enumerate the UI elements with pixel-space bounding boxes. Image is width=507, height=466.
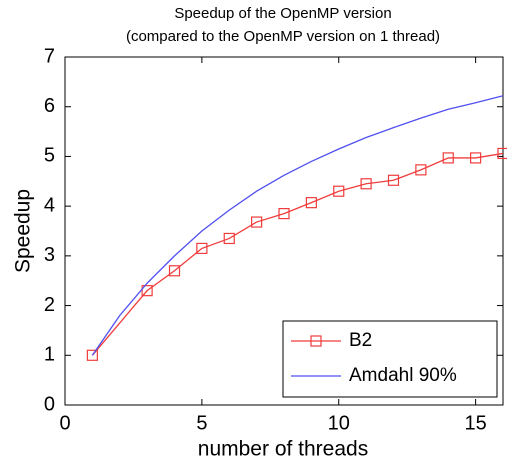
data-point	[86, 349, 98, 361]
x-tick-label: 0	[59, 412, 70, 434]
data-point	[196, 242, 208, 254]
data-point	[305, 197, 317, 209]
y-tick-label: 2	[44, 294, 55, 316]
y-axis-label: Speedup	[12, 189, 35, 273]
data-point	[141, 285, 153, 297]
y-tick-label: 7	[44, 45, 55, 67]
x-axis-label: number of threads	[198, 438, 368, 461]
y-tick-label: 3	[44, 244, 55, 266]
legend-box	[282, 320, 498, 398]
series-line	[91, 152, 504, 356]
data-point	[223, 232, 235, 245]
plot-frame	[64, 56, 504, 406]
data-point	[415, 164, 427, 176]
y-tick-label: 5	[44, 145, 55, 167]
data-point	[497, 147, 507, 160]
series-line	[91, 95, 504, 356]
data-point	[387, 174, 400, 186]
x-tick-label: 10	[328, 412, 350, 434]
x-tick-label: 5	[196, 412, 207, 434]
y-tick-label: 1	[44, 344, 55, 366]
y-tick-label: 0	[44, 393, 55, 415]
legend-label: B2	[349, 330, 372, 351]
y-tick-label: 6	[44, 95, 55, 117]
data-point	[278, 208, 290, 220]
data-point	[251, 216, 263, 228]
data-point	[333, 185, 345, 197]
data-point	[360, 178, 372, 190]
data-point	[168, 265, 181, 277]
x-tick-label: 15	[465, 412, 487, 434]
chart-title: Speedup of the OpenMP version	[174, 5, 391, 22]
y-tick-label: 4	[44, 194, 55, 216]
legend-marker	[310, 335, 322, 347]
chart-subtitle: (compared to the OpenMP version on 1 thr…	[126, 28, 440, 45]
data-point	[470, 152, 482, 164]
legend-label: Amdahl 90%	[349, 365, 457, 386]
data-point	[442, 152, 454, 164]
